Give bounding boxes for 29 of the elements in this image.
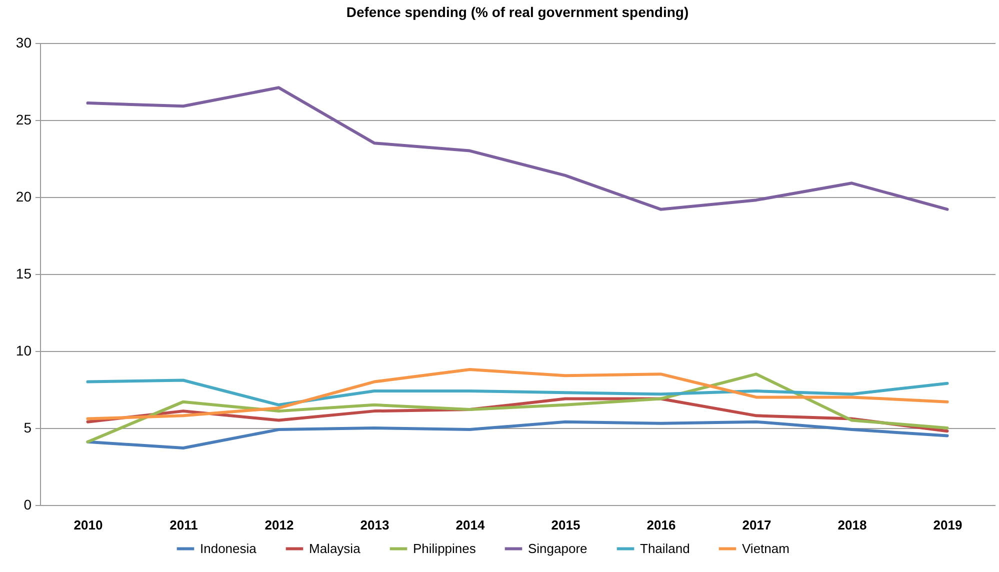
legend-label: Singapore [528, 540, 588, 556]
x-tick-label: 2011 [170, 518, 198, 532]
x-tick-label: 2015 [551, 518, 580, 532]
y-tick-label: 10 [16, 342, 32, 358]
y-tick-label: 5 [24, 420, 32, 436]
legend-label: Thailand [640, 540, 690, 556]
line-series [86, 368, 949, 420]
y-tick-label: 30 [16, 34, 32, 50]
legend-label: Indonesia [200, 540, 258, 556]
x-tick-label: 2014 [456, 518, 486, 532]
y-tick-label: 15 [16, 266, 32, 282]
x-tick-label: 2019 [933, 518, 962, 532]
line-series [86, 420, 949, 450]
line-series [86, 372, 949, 444]
legend-label: Malaysia [309, 540, 362, 556]
x-tick-label: 2013 [360, 518, 390, 532]
legend-label: Philippines [413, 540, 476, 556]
x-tick-label: 2018 [838, 518, 867, 532]
legend-label: Vietnam [742, 540, 790, 556]
x-tick-label: 2010 [74, 518, 103, 532]
x-tick-label: 2016 [646, 518, 676, 532]
x-tick-label: 2017 [742, 518, 772, 532]
y-tick-label: 25 [16, 112, 32, 128]
x-tick-label: 2012 [264, 518, 294, 532]
line-series [86, 378, 949, 406]
y-tick-label: 0 [24, 496, 32, 512]
y-tick-label: 20 [16, 188, 32, 204]
chart-title: Defence spending (% of real government spending) [346, 4, 689, 20]
line-series [86, 86, 949, 211]
